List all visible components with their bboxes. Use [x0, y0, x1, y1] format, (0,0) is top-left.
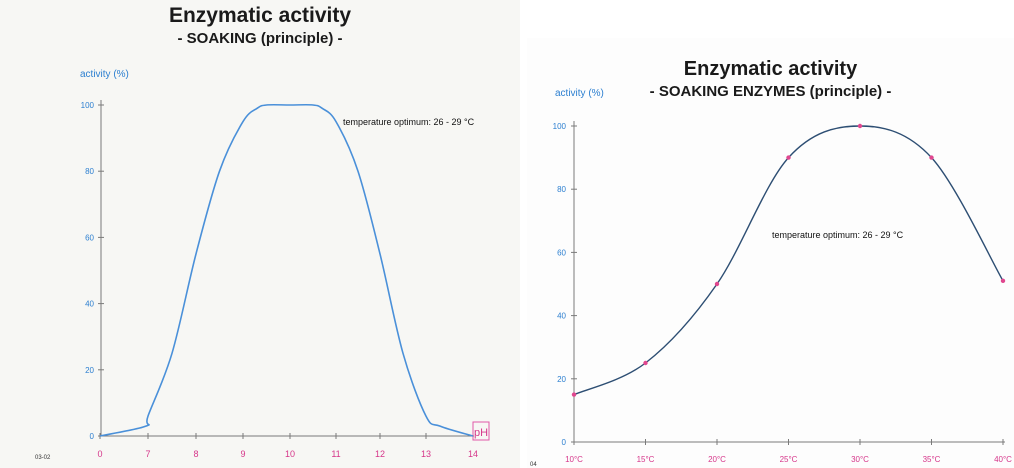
y-tick-label: 100	[81, 101, 95, 110]
y-tick-label: 0	[90, 432, 95, 441]
x-tick-label: 12	[375, 449, 385, 459]
chart-panel-soaking-temperature: Enzymatic activity - SOAKING ENZYMES (pr…	[527, 38, 1014, 468]
y-tick-label: 40	[557, 312, 566, 321]
y-tick-label: 80	[85, 167, 94, 176]
y-tick-label: 100	[553, 122, 567, 131]
data-point	[786, 155, 791, 160]
x-tick-label: 13	[421, 449, 431, 459]
x-tick-label: 25°C	[780, 455, 798, 464]
chart-subtitle: - SOAKING ENZYMES (principle) -	[649, 83, 892, 100]
x-tick-label: 10°C	[565, 455, 583, 464]
chart-title: Enzymatic activity	[683, 58, 858, 80]
x-tick-label: 9	[240, 449, 245, 459]
footnote: 03-02	[35, 455, 51, 461]
x-tick-label: 30°C	[851, 455, 869, 464]
x-tick-label: 14	[468, 449, 478, 459]
x-tick-label: 15°C	[637, 455, 655, 464]
y-axis-label: activity (%)	[555, 88, 604, 99]
data-point	[643, 360, 648, 366]
x-tick-label: 40°C	[994, 455, 1012, 464]
x-axis-label-box	[472, 421, 490, 441]
x-tick-label: 35°C	[923, 455, 941, 464]
x-tick-label: 8	[193, 449, 198, 459]
chart-subtitle: - SOAKING (principle) -	[177, 30, 343, 47]
x-tick-label: 7	[145, 449, 150, 459]
series-line	[573, 125, 1004, 396]
footnote: 04	[530, 462, 537, 468]
y-tick-label: 80	[557, 185, 566, 194]
y-axis-label: activity (%)	[80, 69, 129, 80]
data-point	[857, 123, 863, 129]
x-tick-label: 11	[331, 449, 340, 459]
y-tick-label: 0	[562, 438, 567, 447]
data-point	[714, 281, 720, 287]
x-tick-label: 10	[285, 449, 295, 459]
data-point	[929, 155, 934, 160]
chart-svg-ph: 0 20 40 60 80 100 0 7 8 9 10 11 12 13 14 activity (%) pH…	[80, 69, 490, 459]
annotation-temperature-optimum: temperature optimum: 26 - 29 °C	[343, 117, 475, 127]
chart-svg-temperature: 0 20 40 60 80 100 10°C 15°C 20°C 25°C 30°C 35°C 40°C…	[553, 88, 1013, 464]
x-tick-label: 20°C	[708, 455, 726, 464]
y-tick-label: 40	[85, 300, 94, 309]
y-tick-label: 20	[557, 375, 566, 384]
data-point	[571, 392, 577, 397]
data-point	[1000, 278, 1006, 284]
x-axis-label: pH	[474, 427, 488, 439]
series-line-0	[99, 103, 474, 437]
annotation-temperature-optimum: temperature optimum: 26 - 29 °C	[772, 230, 904, 240]
chart-panel-soaking-ph: Enzymatic activity - SOAKING (principle)…	[0, 0, 520, 468]
chart-title: Enzymatic activity	[168, 4, 352, 27]
y-tick-label: 60	[557, 248, 566, 257]
y-tick-label: 60	[85, 233, 94, 242]
x-tick-label: 0	[97, 449, 102, 459]
y-tick-label: 20	[85, 366, 94, 375]
